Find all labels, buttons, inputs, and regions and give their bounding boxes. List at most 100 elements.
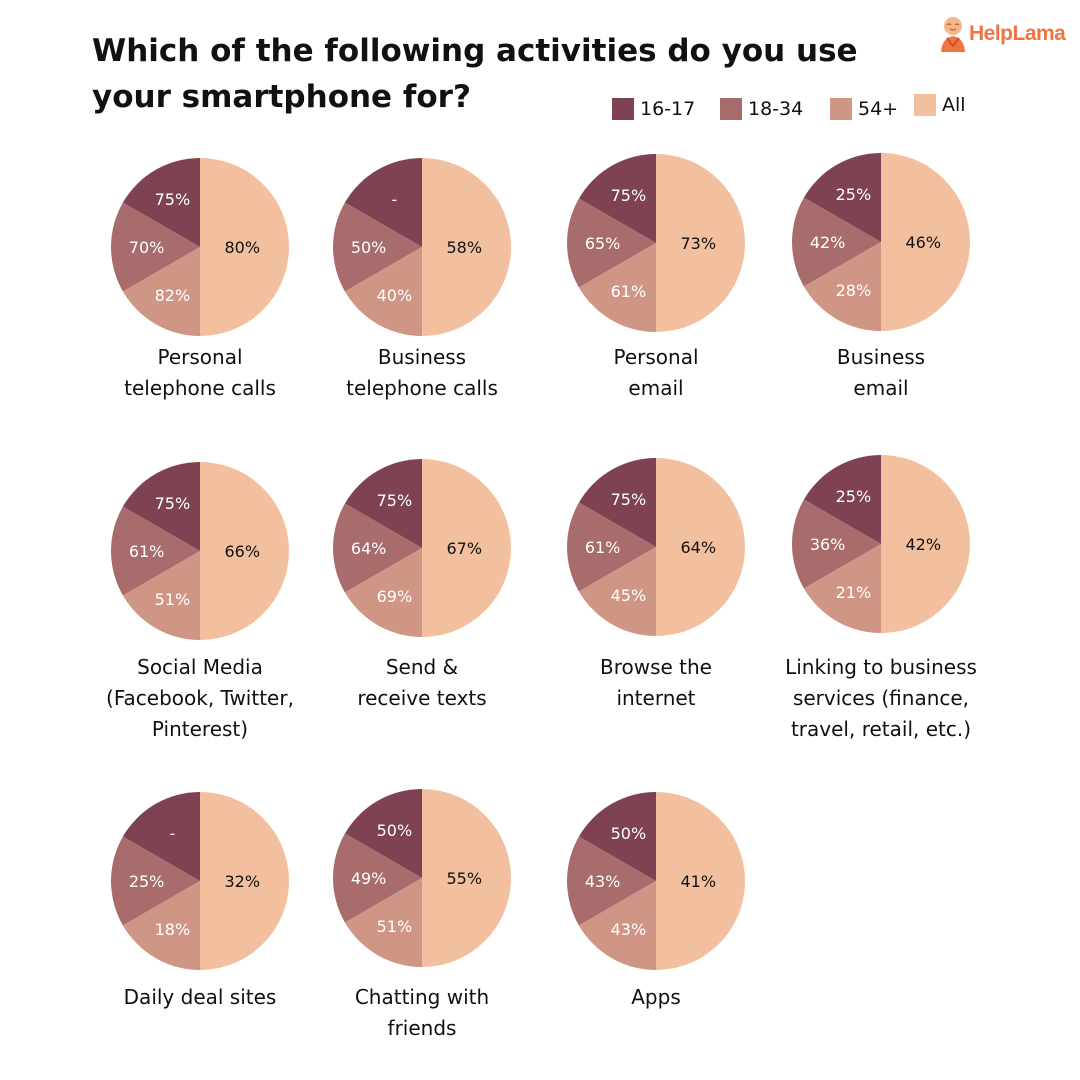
slice-label-54-daily-deal-sites: 18%	[155, 920, 191, 939]
legend-label-16-17: 16-17	[640, 98, 696, 120]
slice-label-18-34-personal-telephone-calls: 70%	[129, 238, 165, 257]
pie-slice-16-17-send-receive-texts	[344, 459, 422, 548]
pie-slice-18-34-business-telephone-calls	[333, 202, 422, 292]
pie-slice-18-34-linking-to-business-services-finance-travel-retail-etc	[792, 499, 881, 589]
slice-label-54-business-email: 28%	[836, 281, 872, 300]
legend-swatch-all	[914, 94, 936, 116]
slice-label-all-business-telephone-calls: 58%	[446, 238, 482, 257]
legend: 16-17 18-34 54+ All	[612, 92, 1072, 126]
category-label-personal-email: Personal	[613, 345, 698, 369]
pie-slice-all-apps	[656, 792, 745, 970]
logo-text: HelpLama	[969, 22, 1066, 45]
pie-slice-18-34-chatting-with-friends	[333, 833, 422, 923]
category-label-browse-the-internet: internet	[616, 686, 695, 710]
category-label-chatting-with-friends: friends	[388, 1016, 457, 1040]
category-label-send-receive-texts: receive texts	[357, 686, 486, 710]
pie-slice-16-17-linking-to-business-services-finance-travel-retail-etc	[803, 455, 881, 544]
slice-label-54-linking-to-business-services-finance-travel-retail-etc: 21%	[836, 583, 872, 602]
slice-label-16-17-chatting-with-friends: 50%	[377, 821, 413, 840]
pie-slice-18-34-personal-email	[567, 198, 656, 288]
pie-slice-16-17-personal-email	[578, 154, 656, 243]
category-label-apps: Apps	[631, 985, 681, 1009]
pie-slice-18-34-browse-the-internet	[567, 502, 656, 592]
legend-item-all: All	[914, 94, 966, 116]
pie-slice-18-34-social-media-facebook-twitter-pinterest	[111, 506, 200, 596]
category-label-social-media-facebook-twitter-pinterest: Social Media	[137, 655, 263, 679]
pie-slice-54-browse-the-internet	[578, 547, 656, 636]
pie-slice-all-business-telephone-calls	[422, 158, 511, 336]
slice-label-18-34-apps: 43%	[585, 872, 621, 891]
pie-slice-54-send-receive-texts	[344, 548, 422, 637]
pie-slice-54-linking-to-business-services-finance-travel-retail-etc	[803, 544, 881, 633]
pie-browse-the-internet: 75% 61% 45% 64%	[567, 458, 745, 636]
category-label-linking-to-business-services-finance-travel-retail-etc: services (finance,	[793, 686, 969, 710]
pie-slice-54-personal-email	[578, 243, 656, 332]
slice-label-16-17-business-telephone-calls: -	[392, 190, 398, 209]
legend-item-18-34: 18-34	[720, 98, 803, 120]
pie-slice-16-17-personal-telephone-calls	[122, 158, 200, 247]
pie-personal-email: 75% 65% 61% 73%	[567, 154, 745, 332]
pie-slice-16-17-browse-the-internet	[578, 458, 656, 547]
category-label-personal-telephone-calls: Personal	[157, 345, 242, 369]
pie-slice-18-34-daily-deal-sites	[111, 836, 200, 926]
pie-slice-all-business-email	[881, 153, 970, 331]
pie-slice-54-business-email	[803, 242, 881, 331]
pie-slice-16-17-business-email	[803, 153, 881, 242]
slice-label-all-personal-telephone-calls: 80%	[224, 238, 260, 257]
pie-slice-all-browse-the-internet	[656, 458, 745, 636]
pie-slice-18-34-apps	[567, 836, 656, 926]
legend-item-16-17: 16-17	[612, 98, 695, 120]
chart-title: Which of the following activities do you…	[92, 33, 858, 115]
legend-label-18-34: 18-34	[748, 98, 804, 120]
slice-label-16-17-social-media-facebook-twitter-pinterest: 75%	[155, 494, 191, 513]
slice-label-54-chatting-with-friends: 51%	[377, 917, 413, 936]
pie-slice-54-chatting-with-friends	[344, 878, 422, 967]
pie-slice-all-linking-to-business-services-finance-travel-retail-etc	[881, 455, 970, 633]
pie-slice-54-business-telephone-calls	[344, 247, 422, 336]
slice-label-54-personal-telephone-calls: 82%	[155, 286, 191, 305]
slice-label-18-34-daily-deal-sites: 25%	[129, 872, 165, 891]
legend-label-all: All	[942, 94, 966, 116]
slice-label-16-17-send-receive-texts: 75%	[377, 491, 413, 510]
slice-label-all-business-email: 46%	[905, 233, 941, 252]
slice-label-all-social-media-facebook-twitter-pinterest: 66%	[224, 542, 260, 561]
pie-slice-16-17-business-telephone-calls	[344, 158, 422, 247]
slice-label-all-chatting-with-friends: 55%	[446, 869, 482, 888]
slice-label-18-34-send-receive-texts: 64%	[351, 539, 387, 558]
legend-item-54-plus: 54+	[830, 98, 898, 120]
pie-slice-all-send-receive-texts	[422, 459, 511, 637]
slice-label-all-linking-to-business-services-finance-travel-retail-etc: 42%	[905, 535, 941, 554]
slice-label-54-business-telephone-calls: 40%	[377, 286, 413, 305]
category-label-browse-the-internet: Browse the	[600, 655, 712, 679]
category-label-social-media-facebook-twitter-pinterest: (Facebook, Twitter,	[106, 686, 294, 710]
category-label-daily-deal-sites: Daily deal sites	[124, 985, 277, 1009]
pie-slice-18-34-send-receive-texts	[333, 503, 422, 593]
pie-chatting-with-friends: 50% 49% 51% 55%	[333, 789, 511, 967]
legend-label-54-plus: 54+	[858, 98, 899, 120]
slice-label-18-34-browse-the-internet: 61%	[585, 538, 621, 557]
pie-slice-54-personal-telephone-calls	[122, 247, 200, 336]
slice-label-all-personal-email: 73%	[680, 234, 716, 253]
category-label-business-email: email	[853, 376, 908, 400]
pie-apps: 50% 43% 43% 41%	[567, 792, 745, 970]
slice-label-18-34-chatting-with-friends: 49%	[351, 869, 387, 888]
pie-business-email: 25% 42% 28% 46%	[792, 153, 970, 331]
category-label-linking-to-business-services-finance-travel-retail-etc: Linking to business	[785, 655, 977, 679]
slice-label-16-17-daily-deal-sites: -	[170, 824, 176, 843]
legend-swatch-16-17	[612, 98, 634, 120]
pie-slice-16-17-chatting-with-friends	[344, 789, 422, 878]
slice-label-all-apps: 41%	[680, 872, 716, 891]
pie-slice-16-17-daily-deal-sites	[122, 792, 200, 881]
slice-label-18-34-personal-email: 65%	[585, 234, 621, 253]
legend-swatch-18-34	[720, 98, 742, 120]
slice-label-16-17-personal-telephone-calls: 75%	[155, 190, 191, 209]
pie-slice-16-17-apps	[578, 792, 656, 881]
slice-label-16-17-personal-email: 75%	[611, 186, 647, 205]
legend-swatch-54-plus	[830, 98, 852, 120]
slice-label-16-17-browse-the-internet: 75%	[611, 490, 647, 509]
category-label-business-telephone-calls: Business	[378, 345, 466, 369]
slice-label-18-34-social-media-facebook-twitter-pinterest: 61%	[129, 542, 165, 561]
slice-label-18-34-linking-to-business-services-finance-travel-retail-etc: 36%	[810, 535, 846, 554]
category-label-chatting-with-friends: Chatting with	[355, 985, 489, 1009]
